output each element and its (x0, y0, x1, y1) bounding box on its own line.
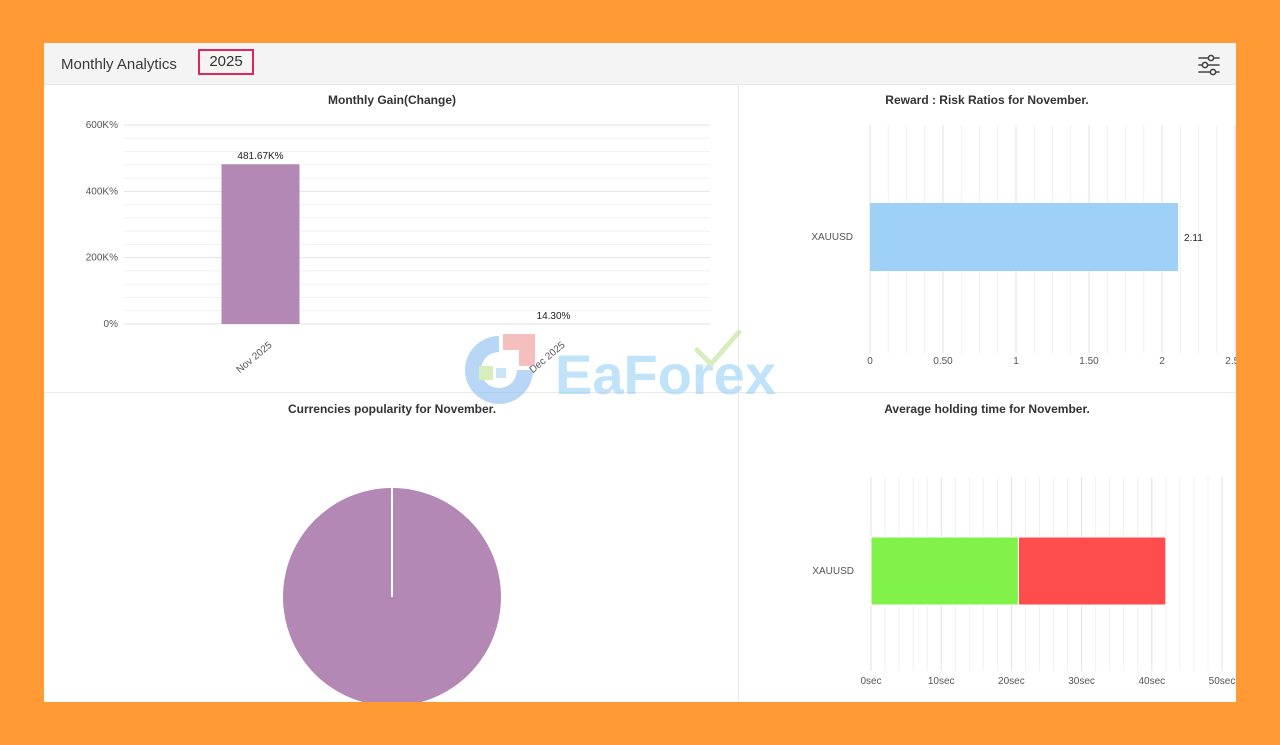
x-tick-label: 0sec (860, 676, 881, 687)
sliders-icon[interactable] (1196, 52, 1222, 78)
category-label: XAUUSD (812, 566, 854, 577)
chart-title: Average holding time for November. (884, 402, 1090, 416)
x-tick-label: 0 (867, 356, 873, 367)
panel-title: Monthly Analytics (61, 56, 177, 73)
year-selector[interactable]: 2025 (198, 49, 254, 75)
average-holding-time-chart: Average holding time for November. 0sec 1… (812, 402, 1236, 687)
x-tick-label: 40sec (1138, 676, 1165, 687)
x-tick-label: 10sec (928, 676, 955, 687)
data-label: 481.67K% (237, 151, 283, 162)
bar (870, 203, 1179, 271)
reward-risk-chart: Reward : Risk Ratios for November. 2.11 … (811, 93, 1236, 367)
monthly-gain-chart: Monthly Gain(Change) 0% 200K% 400K% 600K% 4… (86, 93, 710, 376)
x-tick-label: Dec 2025 (528, 340, 568, 376)
chart-title: Currencies popularity for November. (288, 402, 496, 416)
x-tick-label: 0.50 (933, 356, 953, 367)
bar-long (870, 536, 1019, 606)
x-tick-label: 1 (1013, 356, 1019, 367)
chart-title: Reward : Risk Ratios for November. (885, 93, 1088, 107)
data-label: 14.30% (537, 311, 571, 322)
panel-header: Monthly Analytics 2025 (44, 43, 1236, 85)
x-tick-label: 1.50 (1079, 356, 1099, 367)
y-tick-label: 400K% (86, 186, 118, 197)
x-tick-label: 2 (1159, 356, 1165, 367)
currencies-popularity-chart: Currencies popularity for November. XAUU… (283, 402, 501, 702)
x-tick-label: Nov 2025 (235, 340, 275, 376)
category-label: XAUUSD (811, 232, 853, 243)
data-label: 2.11 (1184, 233, 1203, 244)
x-tick-label: 2.50 (1225, 356, 1236, 367)
x-tick-label: 50sec (1209, 676, 1236, 687)
x-tick-label: 20sec (998, 676, 1025, 687)
y-tick-label: 0% (104, 319, 119, 330)
y-tick-label: 200K% (86, 253, 118, 264)
monthly-analytics-panel: Monthly Analytics 2025 Monthly Gain(Chan… (44, 43, 1236, 702)
x-tick-label: 30sec (1068, 676, 1095, 687)
chart-title: Monthly Gain(Change) (328, 93, 456, 107)
bar (221, 164, 300, 324)
bar-short (1017, 536, 1167, 606)
vertical-divider (738, 85, 739, 702)
y-tick-label: 600K% (86, 120, 118, 131)
horizontal-divider (44, 392, 1236, 393)
